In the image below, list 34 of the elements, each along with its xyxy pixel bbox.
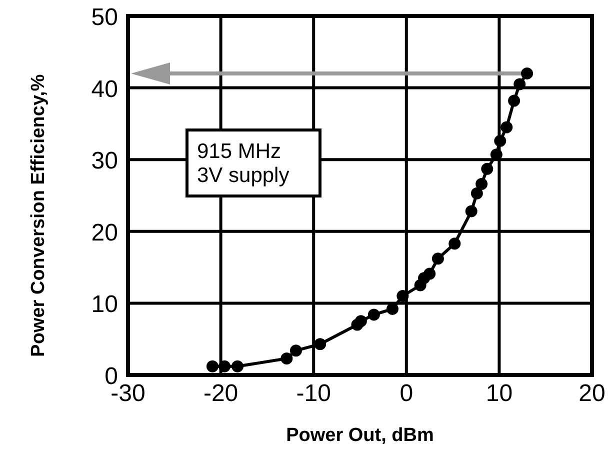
point xyxy=(508,94,520,107)
point xyxy=(368,308,380,321)
point xyxy=(470,187,483,200)
point xyxy=(424,268,436,280)
point xyxy=(396,290,409,302)
y-tick-label: 40 xyxy=(91,76,118,103)
point xyxy=(494,134,506,147)
point xyxy=(481,162,494,175)
x-tick-label: -20 xyxy=(203,380,238,407)
y-tick-label: 20 xyxy=(91,219,118,246)
point xyxy=(500,121,513,134)
y-axis-title: Power Conversion Efficiency,% xyxy=(28,74,49,357)
point xyxy=(206,360,218,372)
x-tick-label: -10 xyxy=(296,380,331,407)
point xyxy=(280,352,293,364)
point xyxy=(314,338,326,350)
annotation: 915 MHz 3V supply xyxy=(197,140,290,187)
point xyxy=(514,78,526,90)
point xyxy=(218,360,231,372)
y-tick-label: 10 xyxy=(91,291,118,318)
point xyxy=(290,344,302,357)
point xyxy=(432,252,444,265)
point xyxy=(521,67,534,80)
point xyxy=(465,205,478,218)
point xyxy=(232,360,244,372)
y-tick-label: 50 xyxy=(91,4,118,31)
x-axis-title: Power Out, dBm xyxy=(286,425,434,446)
y-tick-label: 30 xyxy=(91,148,118,175)
point xyxy=(476,178,488,190)
x-tick-label: 0 xyxy=(400,380,414,407)
x-tick-label: 10 xyxy=(486,380,513,407)
point xyxy=(354,315,367,328)
point xyxy=(448,238,461,250)
x-tick-label: 20 xyxy=(578,380,606,407)
